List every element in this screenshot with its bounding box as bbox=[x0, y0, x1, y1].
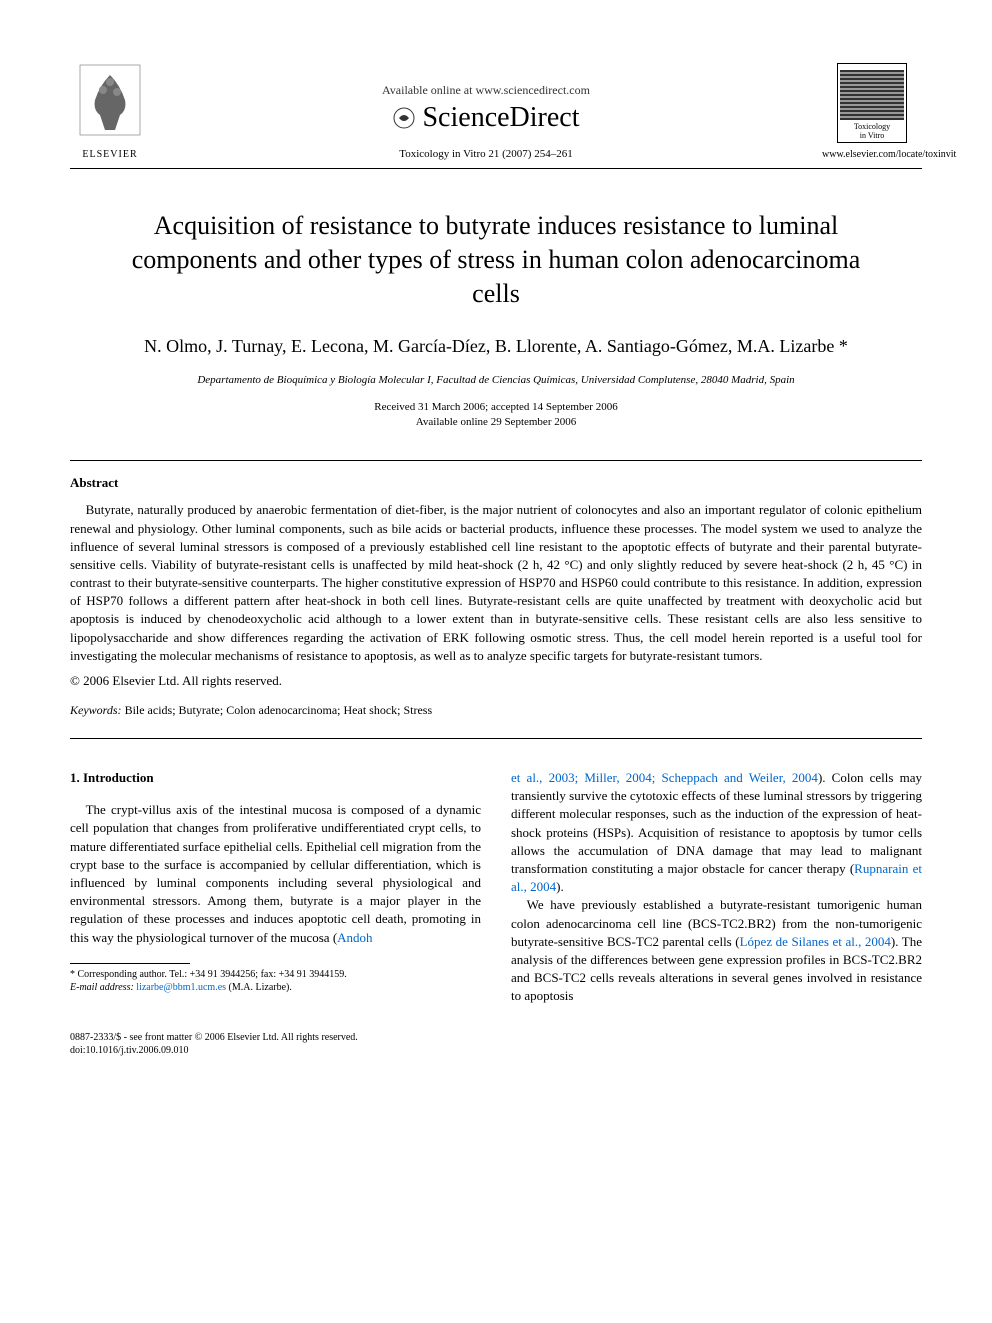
abstract-text: Butyrate, naturally produced by anaerobi… bbox=[70, 501, 922, 665]
tiv-logo-icon: Toxicology in Vitro bbox=[837, 63, 907, 143]
elsevier-tree-icon bbox=[75, 60, 145, 140]
section-heading-intro: 1. Introduction bbox=[70, 769, 481, 787]
reference-link-andoh[interactable]: Andoh bbox=[337, 930, 372, 945]
abstract-heading: Abstract bbox=[70, 475, 922, 491]
elsevier-name: ELSEVIER bbox=[70, 149, 150, 160]
intro-p1-text: The crypt-villus axis of the intestinal … bbox=[70, 802, 481, 944]
sciencedirect-brand: ScienceDirect bbox=[170, 102, 802, 134]
body-column-right: et al., 2003; Miller, 2004; Scheppach an… bbox=[511, 769, 922, 1005]
tiv-name-2: in Vitro bbox=[860, 131, 884, 140]
publisher-logo-block: ELSEVIER bbox=[70, 60, 150, 160]
journal-logo-block: Toxicology in Vitro www.elsevier.com/loc… bbox=[822, 63, 922, 160]
reference-link-lopez[interactable]: López de Silanes et al., 2004 bbox=[740, 934, 891, 949]
affiliation: Departamento de Bioquímica y Biología Mo… bbox=[70, 374, 922, 386]
keywords-line: Keywords: Bile acids; Butyrate; Colon ad… bbox=[70, 703, 922, 718]
received-date: Received 31 March 2006; accepted 14 Sept… bbox=[70, 400, 922, 415]
available-date: Available online 29 September 2006 bbox=[70, 415, 922, 430]
email-author-name: (M.A. Lizarbe). bbox=[226, 982, 292, 993]
article-dates: Received 31 March 2006; accepted 14 Sept… bbox=[70, 400, 922, 431]
keywords-text: Bile acids; Butyrate; Colon adenocarcino… bbox=[122, 703, 433, 717]
tiv-name-1: Toxicology bbox=[854, 122, 890, 131]
intro-paragraph-1-cont: et al., 2003; Miller, 2004; Scheppach an… bbox=[511, 769, 922, 896]
journal-url: www.elsevier.com/locate/toxinvit bbox=[822, 149, 922, 160]
corresponding-author-text: * Corresponding author. Tel.: +34 91 394… bbox=[70, 968, 481, 981]
body-column-left: 1. Introduction The crypt-villus axis of… bbox=[70, 769, 481, 1005]
doi-line: doi:10.1016/j.tiv.2006.09.010 bbox=[70, 1044, 922, 1057]
issn-line: 0887-2333/$ - see front matter © 2006 El… bbox=[70, 1031, 922, 1044]
email-address[interactable]: lizarbe@bbm1.ucm.es bbox=[136, 982, 226, 993]
divider-bottom bbox=[70, 738, 922, 739]
available-online-text: Available online at www.sciencedirect.co… bbox=[170, 83, 802, 98]
page-header: ELSEVIER Available online at www.science… bbox=[70, 60, 922, 169]
author-list: N. Olmo, J. Turnay, E. Lecona, M. García… bbox=[70, 334, 922, 359]
sciencedirect-text: ScienceDirect bbox=[422, 102, 579, 134]
intro-paragraph-1: The crypt-villus axis of the intestinal … bbox=[70, 801, 481, 947]
email-label: E-mail address: bbox=[70, 982, 134, 993]
page-footer-info: 0887-2333/$ - see front matter © 2006 El… bbox=[70, 1031, 922, 1057]
tiv-logo-graphic bbox=[840, 70, 904, 120]
keywords-label: Keywords: bbox=[70, 703, 122, 717]
email-line: E-mail address: lizarbe@bbm1.ucm.es (M.A… bbox=[70, 981, 481, 994]
sciencedirect-icon bbox=[392, 106, 416, 130]
body-columns: 1. Introduction The crypt-villus axis of… bbox=[70, 769, 922, 1005]
intro-p1-cont-b: ). bbox=[556, 879, 564, 894]
footnote-divider bbox=[70, 963, 190, 964]
corresponding-author-footnote: * Corresponding author. Tel.: +34 91 394… bbox=[70, 968, 481, 994]
article-title: Acquisition of resistance to butyrate in… bbox=[110, 209, 882, 310]
divider-top bbox=[70, 460, 922, 461]
intro-paragraph-2: We have previously established a butyrat… bbox=[511, 896, 922, 1005]
journal-citation: Toxicology in Vitro 21 (2007) 254–261 bbox=[170, 148, 802, 160]
header-center: Available online at www.sciencedirect.co… bbox=[150, 83, 822, 160]
reference-link-etal2003[interactable]: et al., 2003; Miller, 2004; Scheppach an… bbox=[511, 770, 818, 785]
abstract-copyright: © 2006 Elsevier Ltd. All rights reserved… bbox=[70, 673, 922, 689]
